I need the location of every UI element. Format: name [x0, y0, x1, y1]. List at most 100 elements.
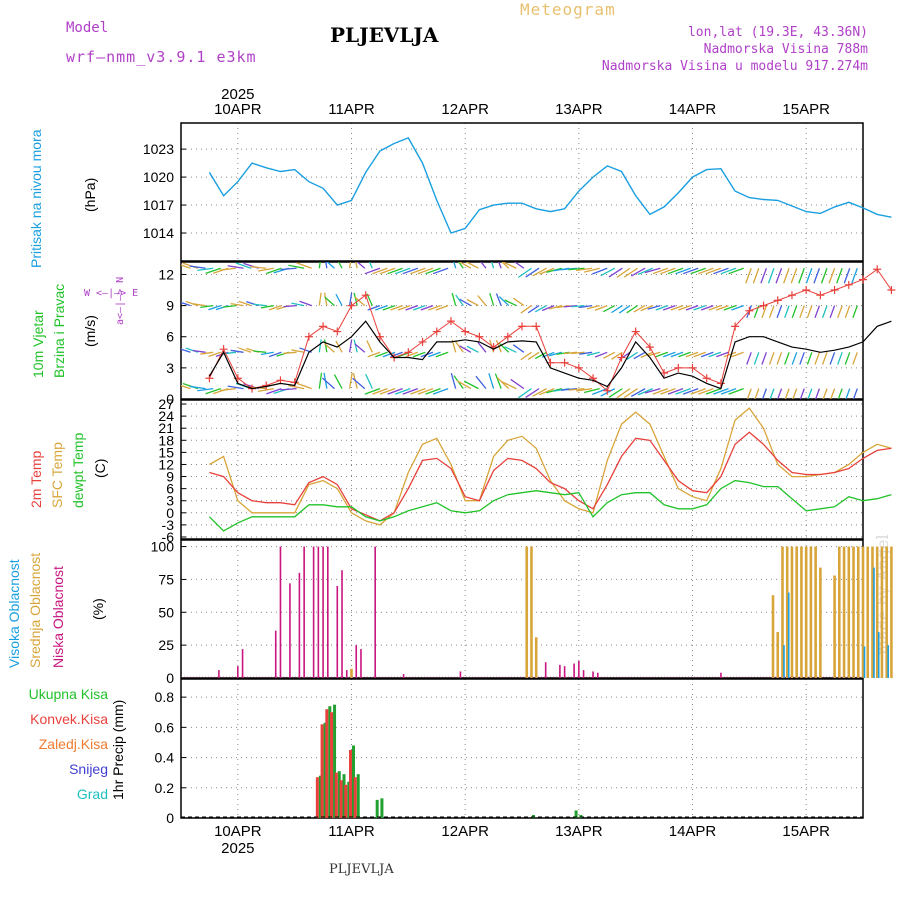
y-tick-label: 9 — [166, 298, 174, 314]
wind-arrow — [761, 305, 767, 319]
wind-arrow — [630, 388, 646, 398]
wind-arrow — [655, 304, 669, 311]
precip-conv-bar — [315, 777, 319, 818]
wind-arrow — [549, 304, 562, 310]
y-tick-label: 0.4 — [155, 750, 175, 766]
wind-arrow — [670, 304, 684, 311]
wind-arrow — [637, 267, 653, 276]
wind-arrow — [539, 267, 555, 275]
precip-total-bar — [531, 814, 535, 818]
wind-arrow — [844, 305, 851, 319]
wind-arrow — [463, 380, 479, 390]
wind-arrow — [367, 304, 381, 311]
wind-arrow — [623, 267, 638, 278]
wind-arrow — [844, 352, 851, 365]
date-bottom-label: 11APR — [328, 823, 375, 840]
wind-arrow — [776, 305, 783, 319]
wind-arrow — [663, 351, 676, 358]
wind-arrow — [390, 304, 403, 311]
wind-arrow — [708, 304, 722, 311]
wind-gust-marker — [759, 301, 768, 310]
wind-arrow — [852, 388, 858, 399]
wind-arrow — [197, 267, 214, 272]
y-tick-label: 0 — [166, 391, 174, 407]
high-cloud-bar — [873, 567, 875, 678]
wind-arrow — [387, 267, 403, 275]
y-tick-label: 15 — [158, 444, 174, 460]
wind-arrow — [323, 292, 328, 306]
wind-arrow — [181, 348, 191, 353]
wind-arrow — [266, 267, 282, 275]
wind-arrow — [268, 304, 282, 311]
mid-cloud-bar — [890, 546, 893, 678]
wind-arrow — [365, 373, 373, 389]
altitude-label: Nadmorska Visina 788m — [703, 42, 868, 57]
wind-arrow — [806, 305, 813, 319]
wind-gust-marker — [802, 286, 811, 295]
low-cloud-bar — [578, 660, 580, 678]
wind-arrow — [181, 301, 191, 307]
wind-arrow — [455, 341, 464, 353]
wind-arrow — [417, 388, 434, 395]
low-cloud-bar — [327, 546, 329, 678]
wind-arrow — [716, 351, 729, 358]
date-top-label: 15APR — [782, 101, 830, 118]
wind-arrow — [586, 351, 600, 357]
mid-cloud-bar — [800, 546, 803, 678]
wind-arrow — [633, 305, 646, 313]
wind-arrow — [608, 267, 623, 278]
wind-arrow — [579, 351, 593, 355]
wind-speed-line — [208, 320, 892, 390]
wind-arrow — [394, 388, 411, 395]
precip-conv-bar — [325, 709, 329, 818]
wind-arrow — [571, 351, 585, 355]
low-cloud-bar — [402, 674, 405, 678]
wind-arrow — [851, 268, 858, 284]
wind-arrow — [626, 351, 638, 361]
wind-arrow — [288, 384, 305, 390]
mid-cloud-bar — [804, 546, 808, 678]
wind-arrow — [731, 304, 744, 311]
y-tick-label: 1017 — [143, 197, 174, 213]
mid-cloud-bar — [871, 546, 874, 678]
low-cloud-bar — [237, 666, 239, 678]
wind-arrow — [667, 267, 684, 275]
precip-conv-bar — [339, 780, 343, 818]
wind-arrow — [205, 267, 221, 274]
wind-arrow — [253, 303, 267, 307]
mid-cloud-bar — [852, 546, 855, 678]
wind-arrow — [283, 351, 297, 354]
wind-arrow — [822, 388, 828, 399]
date-bottom-label: 12APR — [441, 823, 489, 840]
wind-arrow — [333, 374, 343, 389]
wind-arrow — [512, 297, 525, 307]
panel-frame — [180, 678, 864, 819]
precip-total-bar — [318, 775, 322, 818]
wind-arrow — [181, 384, 191, 390]
wind-arrow — [821, 352, 828, 365]
model-label: Model — [66, 20, 109, 36]
wind-arrow — [494, 373, 502, 389]
mid-cloud-bar — [781, 546, 784, 678]
wind-arrow — [291, 349, 305, 353]
mid-cloud-bar — [814, 546, 817, 678]
wind-arrow — [455, 294, 464, 306]
wind-arrow — [768, 305, 775, 319]
low-cloud-bar — [592, 671, 594, 678]
wind-arrow — [323, 339, 328, 353]
wind-arrow — [324, 343, 335, 353]
high-cloud-bar — [787, 592, 790, 678]
wind-arrow — [843, 268, 851, 284]
wind-arrow — [814, 305, 821, 319]
mid-cloud-bar — [534, 637, 538, 678]
low-cloud-bar — [559, 664, 561, 678]
wind-arrow — [192, 349, 206, 353]
date-top-label: 10APR — [214, 101, 262, 118]
wind-arrow — [397, 304, 411, 311]
wind-arrow — [784, 352, 790, 365]
wind-arrow — [356, 262, 366, 269]
y-tick-label: -3 — [162, 517, 175, 533]
wind-arrow — [253, 350, 267, 353]
wind-arrow — [402, 388, 419, 395]
wind-arrow — [626, 305, 638, 314]
